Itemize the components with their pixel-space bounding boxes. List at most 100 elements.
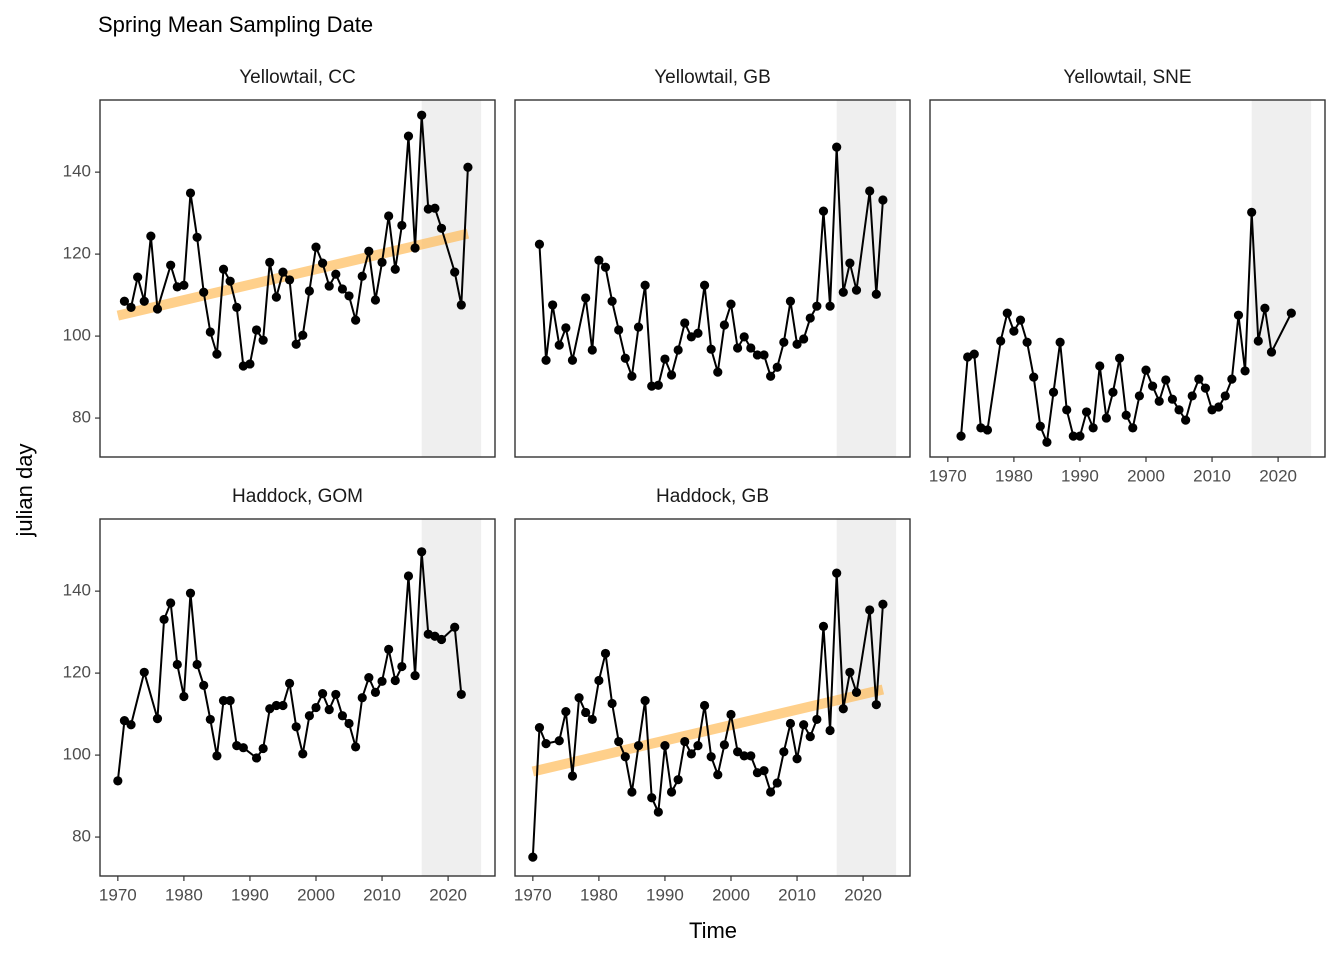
point xyxy=(199,287,209,297)
point xyxy=(152,714,163,724)
point xyxy=(548,300,558,310)
point xyxy=(1081,407,1092,417)
point xyxy=(851,687,862,697)
point xyxy=(318,258,328,268)
point xyxy=(179,691,189,702)
point xyxy=(838,287,848,297)
point xyxy=(205,714,215,725)
highlight-band xyxy=(421,519,482,876)
point xyxy=(126,302,136,312)
point xyxy=(146,231,156,241)
point xyxy=(377,257,387,267)
point xyxy=(587,345,597,355)
point xyxy=(706,752,716,762)
point xyxy=(258,743,268,754)
point xyxy=(1134,391,1144,401)
point xyxy=(865,605,875,615)
x-tick-label: 1990 xyxy=(231,885,269,904)
point xyxy=(607,698,617,709)
point xyxy=(699,700,710,711)
point xyxy=(653,380,663,390)
point xyxy=(139,667,149,677)
point xyxy=(397,220,407,231)
y-tick-label: 80 xyxy=(72,408,91,427)
point xyxy=(337,711,348,721)
point xyxy=(1022,337,1032,347)
point xyxy=(666,370,677,380)
point xyxy=(278,700,288,711)
series-line xyxy=(531,573,884,858)
point xyxy=(1220,391,1230,401)
point xyxy=(212,349,222,359)
point xyxy=(620,353,630,363)
point xyxy=(851,285,862,295)
point xyxy=(324,281,334,291)
point xyxy=(1042,437,1052,447)
panel-border xyxy=(929,99,1326,458)
x-tick-label: 2020 xyxy=(429,885,467,904)
point xyxy=(832,142,842,152)
point xyxy=(759,350,769,360)
point xyxy=(403,131,414,141)
point xyxy=(1260,303,1270,313)
point xyxy=(324,704,334,715)
point xyxy=(284,275,295,285)
x-axis-label: Time xyxy=(689,918,737,943)
y-tick-label: 80 xyxy=(72,827,91,846)
point xyxy=(726,299,736,309)
point xyxy=(251,325,262,335)
point xyxy=(719,320,729,330)
point xyxy=(772,362,782,372)
point xyxy=(291,722,301,732)
point xyxy=(956,431,966,441)
point xyxy=(152,304,163,314)
point xyxy=(456,300,466,310)
point xyxy=(541,355,551,365)
point xyxy=(640,280,650,290)
point xyxy=(969,349,979,359)
point xyxy=(693,741,703,751)
point xyxy=(878,195,888,205)
point xyxy=(304,711,314,721)
point xyxy=(331,689,341,700)
x-tick-label: 1980 xyxy=(165,885,203,904)
point xyxy=(561,707,571,717)
point xyxy=(1101,413,1111,423)
point xyxy=(218,695,229,706)
point xyxy=(1075,431,1085,441)
x-tick-label: 2020 xyxy=(844,885,882,904)
point xyxy=(364,246,374,256)
point xyxy=(746,751,756,761)
panel-border xyxy=(99,518,496,877)
x-tick-label: 1970 xyxy=(929,466,967,485)
point xyxy=(982,425,993,435)
point xyxy=(733,343,743,353)
y-tick-label: 140 xyxy=(63,162,91,181)
series-line xyxy=(116,551,463,782)
point xyxy=(403,571,414,581)
point xyxy=(1253,336,1263,346)
point xyxy=(1227,374,1237,384)
point xyxy=(119,716,130,726)
point xyxy=(713,770,723,780)
point xyxy=(772,778,782,788)
point xyxy=(680,318,690,328)
point xyxy=(133,272,143,282)
point xyxy=(554,340,564,350)
highlight-band xyxy=(1251,100,1312,457)
point xyxy=(726,709,736,720)
point xyxy=(878,599,888,609)
point xyxy=(567,355,578,365)
point xyxy=(436,634,447,645)
point xyxy=(1035,421,1045,431)
point xyxy=(185,588,196,598)
point xyxy=(1247,207,1257,217)
point xyxy=(812,301,822,311)
point xyxy=(172,659,182,670)
point xyxy=(364,673,374,683)
point xyxy=(845,258,855,268)
point xyxy=(785,296,796,306)
point xyxy=(1200,383,1211,393)
point xyxy=(594,255,604,265)
